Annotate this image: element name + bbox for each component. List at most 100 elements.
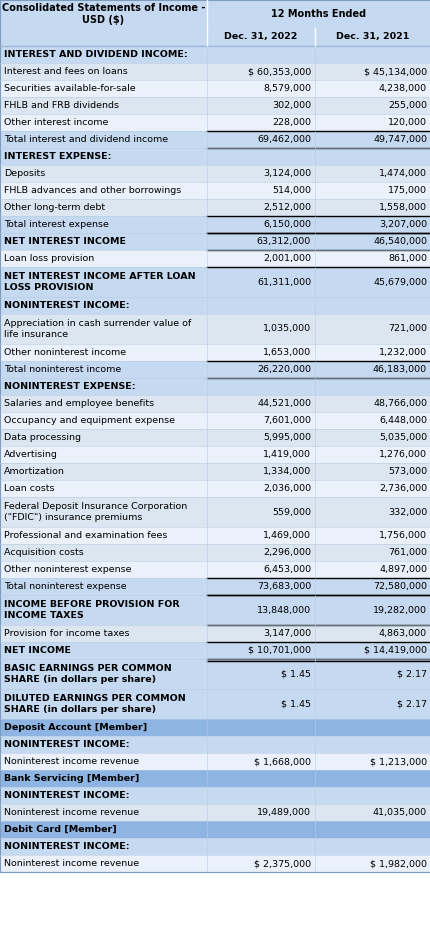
Bar <box>0 821 206 838</box>
Bar <box>0 770 206 787</box>
Bar <box>206 314 314 344</box>
Bar <box>314 182 430 199</box>
Text: 559,000: 559,000 <box>271 508 310 516</box>
Bar <box>206 412 314 429</box>
Text: 1,035,000: 1,035,000 <box>262 325 310 334</box>
Bar <box>206 855 314 872</box>
Bar <box>206 770 314 787</box>
Bar <box>206 63 314 80</box>
Bar <box>314 46 430 63</box>
Bar <box>0 625 206 642</box>
Bar <box>206 267 314 297</box>
Text: 228,000: 228,000 <box>271 118 310 127</box>
Bar <box>206 165 314 182</box>
Text: 1,232,000: 1,232,000 <box>378 348 426 357</box>
Text: 302,000: 302,000 <box>271 101 310 110</box>
Text: 1,756,000: 1,756,000 <box>378 531 426 540</box>
Text: 46,183,000: 46,183,000 <box>372 365 426 374</box>
Bar <box>0 297 206 314</box>
Text: 1,419,000: 1,419,000 <box>262 450 310 459</box>
Bar <box>314 395 430 412</box>
Bar <box>314 165 430 182</box>
Bar <box>0 689 206 719</box>
Text: Advertising: Advertising <box>4 450 58 459</box>
Text: $ 14,419,000: $ 14,419,000 <box>363 646 426 655</box>
Text: $ 2.17: $ 2.17 <box>396 699 426 709</box>
Bar <box>0 719 206 736</box>
Bar <box>0 527 206 544</box>
Bar <box>206 250 314 267</box>
Bar <box>206 821 314 838</box>
Bar <box>0 165 206 182</box>
Bar <box>314 216 430 233</box>
Bar <box>314 199 430 216</box>
Text: Total noninterest income: Total noninterest income <box>4 365 121 374</box>
Text: 3,207,000: 3,207,000 <box>378 220 426 229</box>
Bar <box>314 267 430 297</box>
Text: NET INTEREST INCOME AFTER LOAN
LOSS PROVISION: NET INTEREST INCOME AFTER LOAN LOSS PROV… <box>4 272 195 291</box>
Bar <box>0 233 206 250</box>
Text: $ 45,134,000: $ 45,134,000 <box>363 67 426 76</box>
Text: 49,747,000: 49,747,000 <box>372 135 426 144</box>
Bar <box>206 625 314 642</box>
Text: Total interest and dividend income: Total interest and dividend income <box>4 135 168 144</box>
Text: Salaries and employee benefits: Salaries and employee benefits <box>4 399 154 408</box>
Text: 61,311,000: 61,311,000 <box>256 278 310 287</box>
Text: 63,312,000: 63,312,000 <box>256 237 310 246</box>
Bar <box>206 787 314 804</box>
Bar <box>0 378 206 395</box>
Text: 46,540,000: 46,540,000 <box>372 237 426 246</box>
Text: 12 Months Ended: 12 Months Ended <box>271 9 366 19</box>
Text: 41,035,000: 41,035,000 <box>372 808 426 817</box>
Bar <box>0 544 206 561</box>
Text: Federal Deposit Insurance Corporation
("FDIC") insurance premiums: Federal Deposit Insurance Corporation ("… <box>4 502 187 522</box>
Bar <box>206 233 314 250</box>
Bar <box>314 804 430 821</box>
Bar <box>0 753 206 770</box>
Text: 6,150,000: 6,150,000 <box>262 220 310 229</box>
Text: 332,000: 332,000 <box>387 508 426 516</box>
Bar <box>0 250 206 267</box>
Bar <box>0 63 206 80</box>
Text: 6,453,000: 6,453,000 <box>262 565 310 574</box>
Bar <box>0 463 206 480</box>
Bar <box>206 46 314 63</box>
Text: Debit Card [Member]: Debit Card [Member] <box>4 825 117 834</box>
Bar <box>314 821 430 838</box>
Bar <box>206 736 314 753</box>
Bar <box>0 429 206 446</box>
Bar <box>314 148 430 165</box>
Text: 4,863,000: 4,863,000 <box>378 629 426 638</box>
Text: Dec. 31, 2021: Dec. 31, 2021 <box>335 32 409 42</box>
Bar <box>206 753 314 770</box>
Text: 761,000: 761,000 <box>387 548 426 557</box>
Text: Other long-term debt: Other long-term debt <box>4 203 105 212</box>
Bar <box>314 63 430 80</box>
Bar <box>314 446 430 463</box>
Text: $ 60,353,000: $ 60,353,000 <box>247 67 310 76</box>
Bar <box>0 344 206 361</box>
Bar <box>0 182 206 199</box>
Bar <box>206 0 430 28</box>
Text: $ 1,668,000: $ 1,668,000 <box>253 757 310 766</box>
Bar <box>0 497 206 527</box>
Text: 73,683,000: 73,683,000 <box>256 582 310 591</box>
Bar <box>314 625 430 642</box>
Bar <box>206 719 314 736</box>
Bar <box>314 463 430 480</box>
Text: 4,238,000: 4,238,000 <box>378 84 426 93</box>
Bar <box>0 480 206 497</box>
Bar <box>206 216 314 233</box>
Text: Appreciation in cash surrender value of
life insurance: Appreciation in cash surrender value of … <box>4 319 191 339</box>
Text: Consolidated Statements of Income -
USD ($): Consolidated Statements of Income - USD … <box>2 3 205 25</box>
Text: NONINTEREST INCOME:: NONINTEREST INCOME: <box>4 301 129 310</box>
Bar <box>0 28 206 46</box>
Bar <box>0 855 206 872</box>
Bar <box>314 412 430 429</box>
Text: 721,000: 721,000 <box>387 325 426 334</box>
Bar <box>0 804 206 821</box>
Bar <box>314 378 430 395</box>
Bar <box>206 480 314 497</box>
Bar <box>0 199 206 216</box>
Bar <box>206 804 314 821</box>
